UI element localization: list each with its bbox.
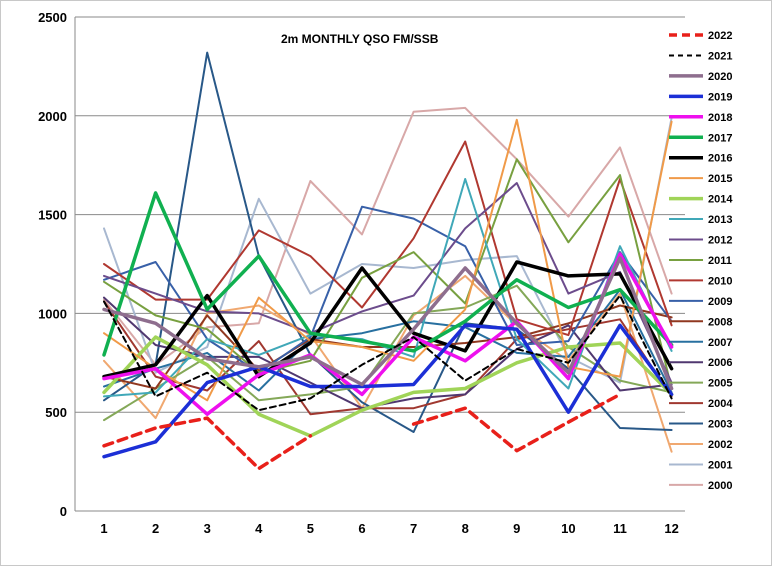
legend-label-2014: 2014	[708, 194, 733, 206]
legend-label-2022: 2022	[708, 30, 732, 42]
y-tick-label: 1500	[38, 208, 67, 223]
legend-label-2019: 2019	[708, 91, 732, 103]
legend-label-2021: 2021	[708, 50, 732, 62]
x-tick-label: 8	[462, 521, 469, 536]
series-line-2021	[103, 294, 673, 412]
legend-label-2003: 2003	[708, 419, 732, 431]
legend-label-2002: 2002	[708, 439, 732, 451]
y-tick-label: 2500	[38, 10, 67, 25]
legend-label-2010: 2010	[708, 275, 732, 287]
axes	[74, 17, 685, 512]
y-tick-label: 500	[45, 405, 67, 420]
series-line-2019	[102, 323, 674, 459]
series-line-2010	[103, 140, 673, 337]
legend-label-2017: 2017	[708, 132, 732, 144]
chart-title: 2m MONTHLY QSO FM/SSB	[281, 32, 439, 46]
legend-label-2016: 2016	[708, 153, 732, 165]
legend-label-2006: 2006	[708, 357, 732, 369]
legend-label-2015: 2015	[708, 173, 732, 185]
series-lines	[102, 51, 674, 471]
series-line-2016	[102, 260, 674, 379]
x-tick-label: 6	[358, 521, 365, 536]
legend-label-2007: 2007	[708, 337, 732, 349]
x-tick-label: 11	[613, 521, 627, 536]
series-line-2000	[103, 106, 673, 366]
x-tick-label: 5	[307, 521, 314, 536]
legend-label-2020: 2020	[708, 71, 732, 83]
x-tick-label: 1	[100, 521, 107, 536]
series-line-2013	[103, 178, 673, 398]
legend-label-2001: 2001	[708, 459, 732, 471]
x-tick-label: 10	[561, 521, 575, 536]
y-tick-label: 1000	[38, 306, 67, 321]
legend-label-2009: 2009	[708, 296, 732, 308]
legend-label-2008: 2008	[708, 316, 732, 328]
legend-label-2011: 2011	[708, 255, 732, 267]
series-line-2022	[102, 416, 313, 471]
legend-label-2000: 2000	[708, 480, 732, 492]
legend: 2022 2021 2020 2019 2018 2017 2016 2015 2014 2013…	[669, 30, 733, 492]
legend-label-2012: 2012	[708, 235, 732, 247]
series-line-2020	[102, 256, 674, 391]
x-tick-label: 12	[664, 521, 678, 536]
y-tick-label: 2000	[38, 109, 67, 124]
series-line-2017	[102, 191, 674, 357]
x-tick-label: 7	[410, 521, 417, 536]
series-line-2022	[411, 392, 622, 453]
x-tick-label: 3	[204, 521, 211, 536]
legend-label-2013: 2013	[708, 214, 732, 226]
x-tick-label: 9	[513, 521, 520, 536]
x-tick-label: 4	[255, 521, 263, 536]
y-tick-label: 0	[60, 504, 67, 519]
x-tick-label: 2	[152, 521, 159, 536]
series-line-2014	[102, 335, 674, 438]
series-line-2003	[103, 51, 673, 433]
legend-label-2018: 2018	[708, 112, 732, 124]
series-line-2011	[103, 158, 673, 390]
legend-label-2004: 2004	[708, 398, 733, 410]
legend-label-2005: 2005	[708, 378, 732, 390]
